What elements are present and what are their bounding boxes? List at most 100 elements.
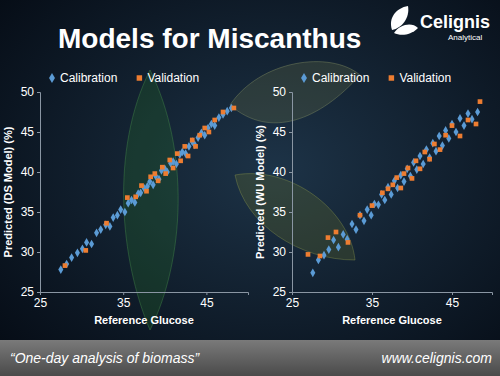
point	[212, 118, 217, 123]
y-tick-mark	[289, 132, 292, 133]
x-tick-label: 35	[366, 296, 380, 310]
point	[197, 133, 202, 138]
point	[163, 171, 168, 176]
point	[98, 225, 103, 234]
x-tick: 45	[200, 292, 214, 310]
point	[310, 268, 315, 277]
x-axis: 253545	[34, 292, 249, 310]
y-axis: 253035404550	[21, 85, 41, 299]
y-tick: 25	[273, 285, 292, 299]
point	[83, 248, 88, 253]
legend-marker	[301, 73, 307, 83]
x-tick: 35	[366, 292, 380, 310]
point	[380, 190, 385, 195]
x-tick-label: 25	[286, 296, 300, 310]
legend-marker	[389, 75, 394, 80]
point	[182, 144, 187, 149]
point	[390, 182, 395, 187]
point	[349, 220, 354, 229]
point	[389, 190, 394, 199]
plot-area	[306, 99, 483, 277]
point	[118, 205, 123, 214]
point	[450, 123, 455, 128]
point	[69, 253, 74, 262]
chart: 253545253035404550Reference GlucosePredi…	[2, 71, 249, 326]
point	[370, 203, 375, 208]
point	[334, 230, 339, 235]
series	[306, 99, 483, 258]
point	[306, 252, 311, 257]
legend-label: Calibration	[60, 71, 117, 85]
point	[138, 188, 143, 197]
point	[382, 196, 387, 205]
leaf	[235, 174, 355, 260]
point	[221, 110, 226, 119]
background	[0, 0, 500, 376]
point	[151, 180, 156, 189]
y-tick-mark	[289, 292, 292, 293]
y-tick: 30	[273, 245, 292, 259]
point	[418, 166, 423, 171]
point	[438, 147, 443, 152]
point	[365, 205, 370, 214]
legend: CalibrationValidation	[301, 71, 451, 85]
point	[346, 240, 351, 245]
point	[152, 171, 157, 176]
y-tick: 25	[21, 285, 40, 299]
point	[458, 134, 463, 139]
point	[63, 263, 68, 268]
chart: 253545253035404550Reference GlucosePredi…	[254, 71, 493, 326]
y-tick-label: 50	[21, 85, 35, 99]
y-axis-line	[289, 93, 293, 293]
footer-tagline: “One-day analysis of biomass”	[10, 350, 200, 366]
series	[63, 106, 237, 268]
point	[160, 165, 165, 170]
point	[414, 158, 419, 163]
point	[103, 220, 108, 229]
point	[369, 211, 374, 220]
x-tick-label: 45	[200, 296, 214, 310]
point	[115, 211, 120, 220]
logo-tagline: Analytical	[448, 33, 482, 42]
point	[422, 150, 427, 155]
point	[167, 158, 172, 163]
point	[89, 240, 94, 249]
point	[341, 230, 346, 239]
y-axis-line	[37, 93, 41, 293]
point	[212, 121, 217, 130]
x-tick: 45	[446, 292, 460, 310]
x-tick: 25	[286, 292, 300, 310]
y-tick: 35	[21, 205, 40, 219]
point	[175, 151, 180, 156]
y-tick-label: 45	[21, 125, 35, 139]
legend-label: Validation	[147, 71, 199, 85]
point	[326, 235, 331, 240]
y-axis-title: Predicted (WU Model) (%)	[254, 125, 266, 259]
logo-name: Celignis	[420, 12, 490, 32]
point	[111, 213, 116, 222]
point	[104, 221, 109, 226]
point	[353, 225, 358, 234]
x-axis-line	[41, 293, 249, 296]
point	[84, 238, 89, 247]
point	[398, 186, 403, 191]
legend: Calibration Validation	[49, 71, 199, 85]
x-tick-label: 35	[117, 296, 131, 310]
point	[336, 243, 341, 252]
y-tick-mark	[37, 132, 40, 133]
point	[478, 99, 483, 104]
x-tick: 35	[117, 292, 131, 310]
point	[75, 248, 80, 257]
legend-marker	[137, 75, 142, 80]
y-tick-label: 30	[21, 245, 35, 259]
y-tick: 50	[273, 85, 292, 99]
point	[402, 171, 407, 176]
y-tick-mark	[37, 212, 40, 213]
y-tick-label: 35	[21, 205, 35, 219]
legend-marker	[49, 73, 55, 83]
point	[358, 213, 363, 218]
logo-icon	[394, 25, 418, 35]
point	[437, 132, 442, 141]
plot-area	[58, 104, 236, 274]
point	[401, 177, 406, 186]
